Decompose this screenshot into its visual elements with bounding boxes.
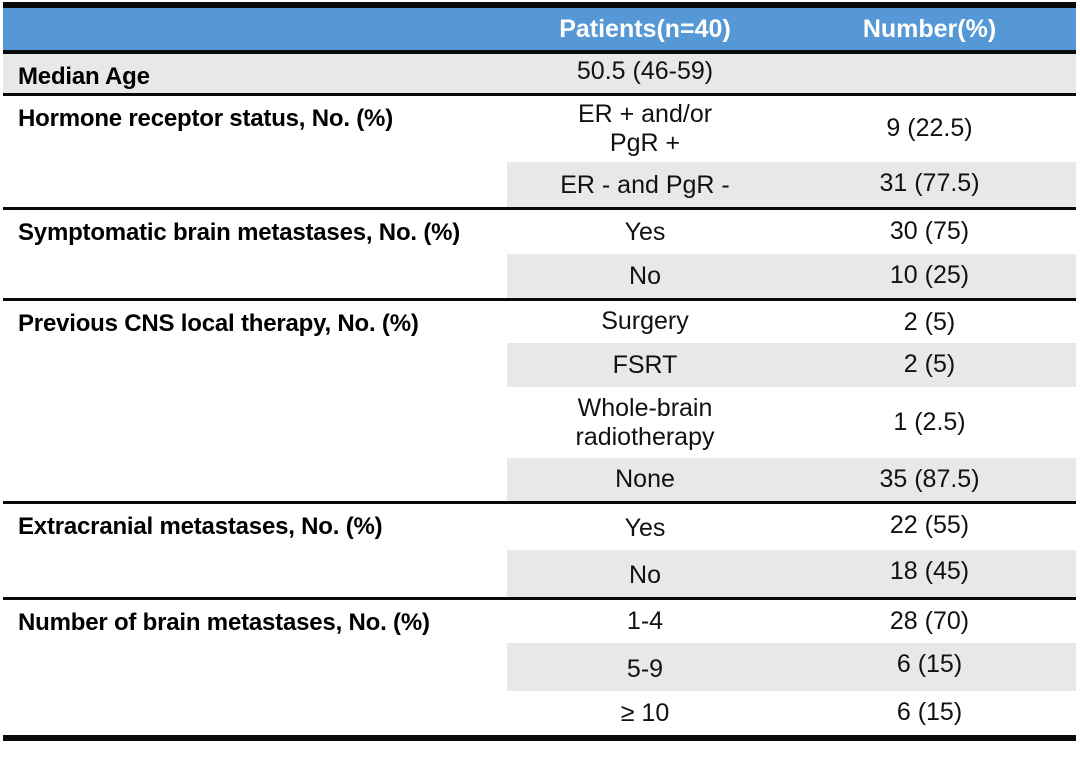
category-cell: No — [507, 550, 783, 598]
header-patients: Patients(n=40) — [507, 5, 783, 54]
table-row-er-negative: ER - and PgR - 31 (77.5) — [3, 162, 1076, 208]
value-cell: 18 (45) — [783, 550, 1076, 598]
row-label: Median Age — [3, 52, 507, 94]
category-cell: FSRT — [507, 343, 783, 387]
table-row-median-age: Median Age 50.5 (46-59) — [3, 52, 1076, 94]
table-row-none: None 35 (87.5) — [3, 458, 1076, 502]
row-label: Symptomatic brain metastases, No. (%) — [3, 206, 507, 299]
value-cell: 6 (15) — [783, 643, 1076, 691]
category-cell: ER - and PgR - — [507, 162, 783, 208]
value-cell: 9 (22.5) — [783, 92, 1076, 162]
row-label: Hormone receptor status, No. (%) — [3, 92, 507, 208]
value-cell: 1 (2.5) — [893, 408, 966, 437]
table-row-fsrt: FSRT 2 (5) — [3, 343, 1076, 387]
category-cell: 1-4 — [507, 596, 783, 643]
header-number: Number(%) — [783, 5, 1076, 54]
category-cell: Surgery — [507, 297, 783, 343]
table-row-surgery: Previous CNS local therapy, No. (%) Surg… — [3, 297, 1076, 502]
category-cell: 5-9 — [507, 643, 783, 691]
value-cell: 31 (77.5) — [783, 162, 1076, 208]
table-row-mets-5-9: 5-9 6 (15) — [3, 643, 1076, 691]
table-row-mets-1-4: Number of brain metastases, No. (%) 1-4 … — [3, 596, 1076, 738]
category-cell: None — [507, 458, 783, 502]
category-cell: Whole-brain radiotherapy — [575, 393, 715, 451]
table-row-extracranial-no: No 18 (45) — [3, 550, 1076, 598]
table-row-wbrt: Whole-brain radiotherapy 1 (2.5) — [3, 387, 1076, 458]
value-cell: 2 (5) — [783, 343, 1076, 387]
table-row-mets-10plus: ≥ 10 6 (15) — [3, 691, 1076, 738]
category-cell: Yes — [507, 500, 783, 550]
category-cell: No — [507, 254, 783, 299]
page: Patients(n=40) Number(%) Median Age 50.5… — [3, 2, 1076, 741]
value-cell — [783, 52, 1076, 94]
value-cell: 30 (75) — [783, 206, 1076, 254]
category-cell: Yes — [507, 206, 783, 254]
row-label: Previous CNS local therapy, No. (%) — [3, 297, 507, 502]
header-empty-cell — [3, 5, 507, 54]
value-cell: 22 (55) — [783, 500, 1076, 550]
patient-characteristics-table: Patients(n=40) Number(%) Median Age 50.5… — [3, 2, 1076, 741]
row-label: Extracranial metastases, No. (%) — [3, 500, 507, 598]
value-cell: 28 (70) — [783, 596, 1076, 643]
value-cell: 35 (87.5) — [783, 458, 1076, 502]
table-row-extracranial-yes: Extracranial metastases, No. (%) Yes 22 … — [3, 500, 1076, 598]
table-row-er-positive: Hormone receptor status, No. (%) ER + an… — [3, 92, 1076, 208]
category-cell: ≥ 10 — [620, 699, 670, 728]
category-cell: 50.5 (46-59) — [507, 52, 783, 94]
table-row-symptomatic-yes: Symptomatic brain metastases, No. (%) Ye… — [3, 206, 1076, 299]
row-label: Number of brain metastases, No. (%) — [3, 596, 507, 738]
value-cell: 2 (5) — [783, 297, 1076, 343]
category-cell: ER + and/or PgR + — [507, 92, 783, 162]
value-cell: 10 (25) — [783, 254, 1076, 299]
value-cell: 6 (15) — [896, 698, 963, 726]
table-header-row: Patients(n=40) Number(%) — [3, 5, 1076, 54]
table-row-symptomatic-no: No 10 (25) — [3, 254, 1076, 299]
